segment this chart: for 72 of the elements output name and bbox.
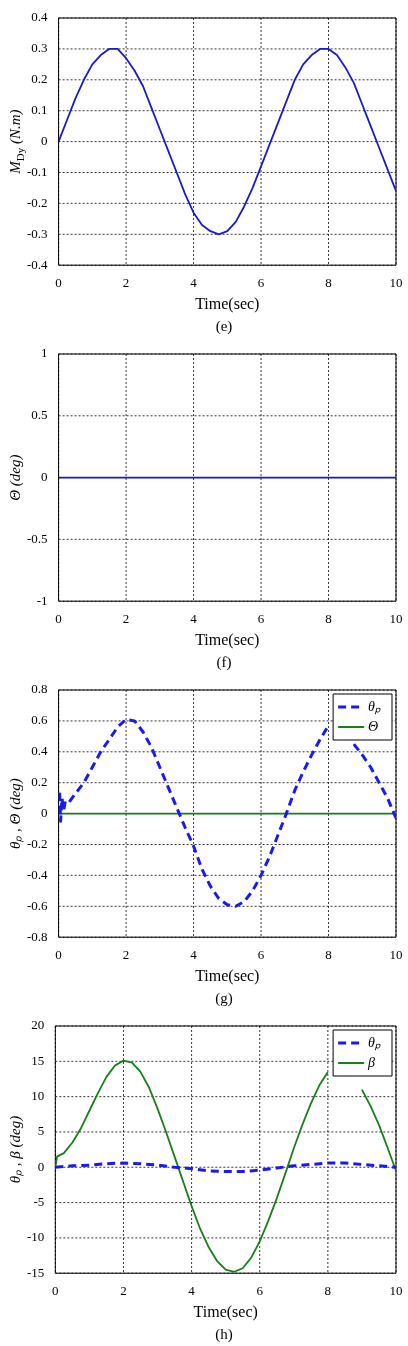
- y-tick-label: 15: [31, 1052, 45, 1068]
- x-tick-label: 2: [122, 947, 130, 963]
- text: (g): [214, 989, 234, 1008]
- legend-label: β: [367, 1054, 376, 1070]
- x-axis-title: Time(sec): [195, 630, 260, 649]
- y-tick-label: 20: [31, 1017, 45, 1033]
- text: (e): [214, 317, 234, 336]
- y-tick-label: 0: [41, 469, 48, 485]
- x-tick-label: 8: [324, 1283, 332, 1299]
- legend-label: Θ: [368, 718, 379, 734]
- y-tick-label: -1: [36, 592, 48, 608]
- x-tick-label: 4: [190, 275, 198, 291]
- y-tick-label: 10: [31, 1088, 45, 1104]
- y-tick-label: -10: [26, 1229, 45, 1245]
- x-tick-label: 6: [257, 947, 265, 963]
- x-tick-label: 0: [55, 275, 62, 291]
- y-tick-label: -0.3: [26, 225, 48, 241]
- y-tick-label: 0: [41, 805, 48, 821]
- line-series: [55, 1161, 396, 1173]
- y-tick-label: -15: [26, 1264, 45, 1280]
- y-tick-label: -0.2: [26, 194, 48, 210]
- y-tick-label: 1: [41, 345, 48, 361]
- y-tick-label: 0.5: [31, 407, 48, 423]
- y-tick-label: -0.1: [26, 163, 48, 179]
- y-tick-label: 0.4: [31, 9, 49, 25]
- legend-label: θₚ: [368, 698, 382, 715]
- x-tick-label: 8: [325, 947, 332, 963]
- y-axis-title: θₚ , β (deg): [6, 1115, 24, 1184]
- x-tick-label: 0: [55, 611, 62, 627]
- x-tick-label: 2: [122, 611, 130, 627]
- x-tick-label: 8: [325, 611, 332, 627]
- y-tick-label: -0.4: [26, 866, 49, 882]
- y-tick-label: 0.2: [31, 71, 48, 87]
- x-tick-label: 6: [257, 611, 265, 627]
- y-tick-label: 0.4: [31, 743, 49, 759]
- x-tick-label: 4: [190, 611, 198, 627]
- y-tick-label: 0.8: [31, 681, 48, 697]
- y-tick-label: -0.6: [26, 897, 49, 913]
- y-tick-label: 0: [41, 133, 48, 149]
- y-tick-label: 0: [37, 1158, 45, 1174]
- y-tick-label: 0.2: [31, 774, 48, 790]
- y-tick-label: 0.1: [31, 102, 48, 118]
- x-axis-title: Time(sec): [195, 966, 260, 985]
- y-tick-label: 0.6: [31, 712, 49, 728]
- y-tick-label: 0.3: [31, 40, 48, 56]
- y-axis-title: θₚ , Θ (deg): [6, 778, 24, 850]
- x-axis-title: Time(sec): [195, 294, 260, 313]
- x-tick-label: 2: [122, 275, 130, 291]
- y-tick-label: -0.8: [26, 928, 48, 944]
- x-tick-label: 0: [52, 1283, 59, 1299]
- x-tick-label: 10: [389, 1283, 403, 1299]
- x-tick-label: 8: [325, 275, 332, 291]
- x-tick-label: 10: [389, 947, 403, 963]
- y-tick-label: -0.5: [26, 530, 48, 546]
- y-axis-title: MDy (N.m): [6, 109, 26, 175]
- y-axis-title: Θ (deg): [6, 454, 24, 501]
- legend-label: θₚ: [368, 1034, 382, 1051]
- x-tick-label: 2: [120, 1283, 127, 1299]
- x-tick-label: 6: [256, 1283, 264, 1299]
- y-tick-label: -0.2: [26, 835, 48, 851]
- x-tick-label: 0: [55, 947, 62, 963]
- x-tick-label: 4: [190, 947, 198, 963]
- y-tick-label: -5: [33, 1193, 45, 1209]
- x-tick-label: 4: [188, 1283, 196, 1299]
- y-tick-label: 5: [37, 1123, 45, 1139]
- text: (h): [214, 1325, 234, 1344]
- text: (f): [215, 653, 233, 672]
- x-axis-title: Time(sec): [193, 1302, 258, 1321]
- y-tick-label: -0.4: [26, 256, 49, 272]
- x-tick-label: 10: [389, 275, 403, 291]
- x-tick-label: 6: [257, 275, 265, 291]
- x-tick-label: 10: [389, 611, 403, 627]
